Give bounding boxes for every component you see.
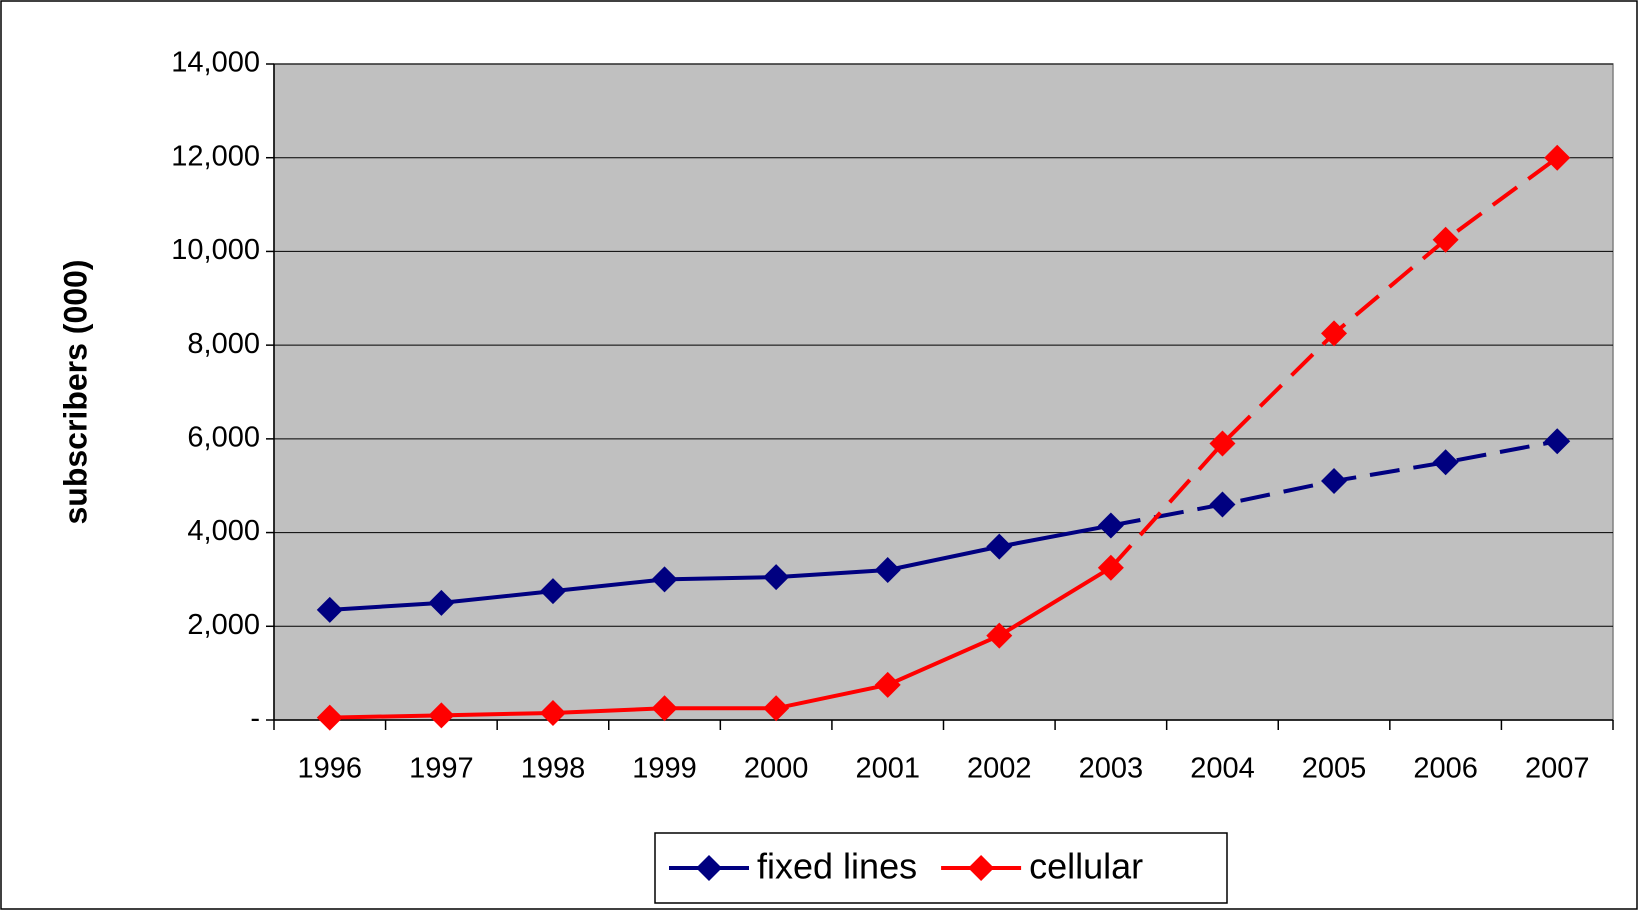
data-point xyxy=(539,578,566,605)
data-point xyxy=(1097,554,1124,581)
legend-label: fixed lines xyxy=(757,846,917,887)
x-tick-label: 1999 xyxy=(632,753,697,785)
y-tick-label: 6,000 xyxy=(187,422,260,454)
plot-area xyxy=(273,63,1614,721)
data-point xyxy=(1209,491,1236,518)
data-point xyxy=(651,695,678,722)
data-point xyxy=(1209,430,1236,457)
y-tick-label: 8,000 xyxy=(187,328,260,360)
data-point xyxy=(1321,320,1348,347)
data-point xyxy=(539,699,566,726)
y-tick-label: 10,000 xyxy=(171,234,260,266)
data-point xyxy=(986,622,1013,649)
data-point xyxy=(651,566,678,593)
x-tick-label: 2002 xyxy=(967,753,1032,785)
y-axis-label: subscribers (000) xyxy=(57,259,93,524)
legend-marker xyxy=(968,855,995,881)
data-point xyxy=(986,533,1013,560)
x-tick-label: 2001 xyxy=(855,753,920,785)
x-tick-label: 2006 xyxy=(1413,753,1478,785)
data-point xyxy=(1544,428,1571,455)
data-point xyxy=(874,671,901,698)
x-tick-label: 2003 xyxy=(1079,753,1144,785)
data-point xyxy=(1432,449,1459,476)
y-tick-label: 2,000 xyxy=(187,609,260,641)
data-point xyxy=(428,589,455,616)
data-point xyxy=(1544,144,1571,171)
x-tick-label: 1996 xyxy=(298,753,363,785)
data-point xyxy=(316,596,343,623)
data-point xyxy=(316,704,343,731)
x-tick-label: 2004 xyxy=(1190,753,1255,785)
x-tick-label: 1997 xyxy=(409,753,474,785)
legend-label: cellular xyxy=(1029,846,1143,887)
legend-marker xyxy=(696,855,722,881)
series-line xyxy=(329,523,1112,612)
data-point xyxy=(763,695,790,722)
data-point xyxy=(1432,226,1459,253)
data-point xyxy=(428,702,455,729)
data-point xyxy=(1097,512,1124,539)
y-tick-label: - xyxy=(250,703,260,735)
y-tick-label: 12,000 xyxy=(171,140,260,172)
legend-box xyxy=(654,832,1228,904)
y-tick-label: 14,000 xyxy=(171,47,260,79)
data-point xyxy=(1321,468,1348,495)
x-tick-label: 1998 xyxy=(521,753,586,785)
y-tick-label: 4,000 xyxy=(187,515,260,547)
data-point xyxy=(763,564,790,591)
x-tick-label: 2000 xyxy=(744,753,809,785)
x-tick-label: 2007 xyxy=(1525,753,1590,785)
x-tick-label: 2005 xyxy=(1302,753,1367,785)
data-point xyxy=(874,557,901,584)
series-line xyxy=(329,566,1112,720)
